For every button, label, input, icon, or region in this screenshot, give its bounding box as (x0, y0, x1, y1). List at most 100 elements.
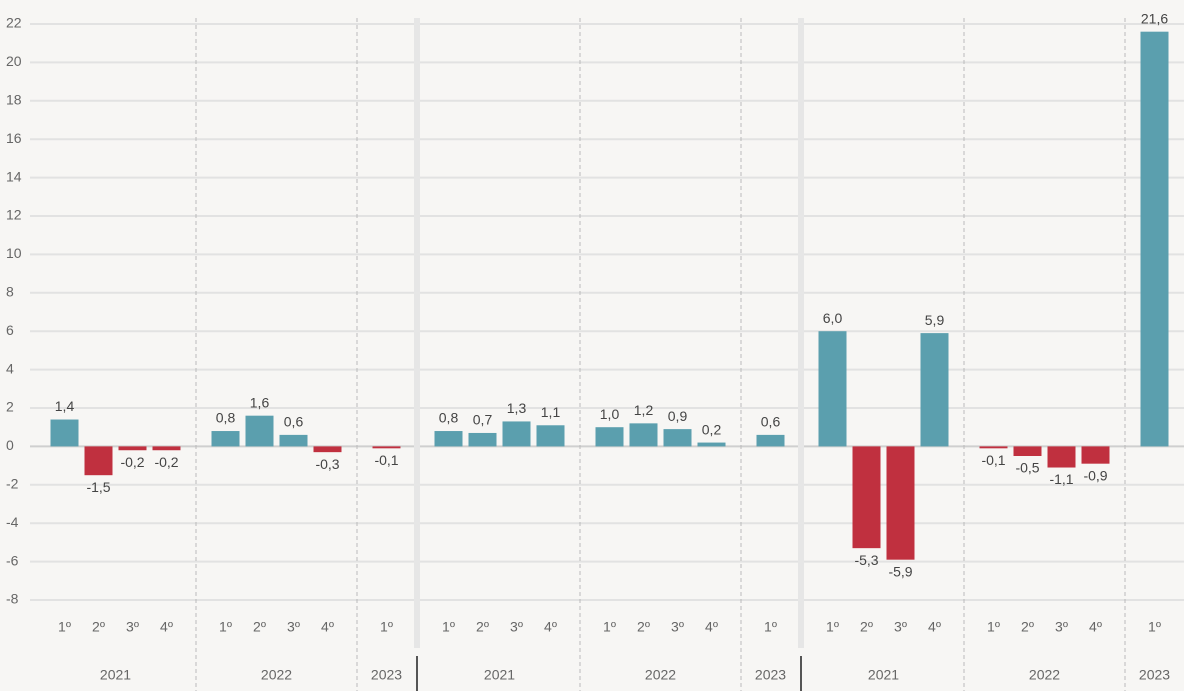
bar (536, 425, 565, 447)
y-tick-label: 18 (6, 92, 22, 108)
grid (30, 23, 1184, 601)
panel-separator (798, 18, 804, 648)
value-label: 0,8 (439, 410, 459, 426)
bar (152, 446, 181, 451)
y-tick-label: -4 (6, 514, 19, 530)
y-tick-label: 16 (6, 130, 22, 146)
bar (697, 442, 726, 447)
value-label: -5,9 (888, 563, 912, 579)
x-tick-label: 1º (219, 619, 232, 635)
bar (313, 446, 342, 453)
bar (468, 432, 497, 447)
bar (852, 446, 881, 549)
y-tick-label: 22 (6, 15, 22, 31)
value-label: 1,2 (634, 402, 654, 418)
x-tick-label: 4º (705, 619, 718, 635)
year-label: 2022 (1029, 667, 1060, 683)
value-label: 5,9 (925, 312, 945, 328)
year-label: 2023 (755, 667, 786, 683)
bar (920, 333, 949, 447)
x-tick-label: 1º (987, 619, 1000, 635)
bar (886, 446, 915, 560)
value-label: -1,5 (86, 479, 110, 495)
bar (211, 431, 240, 447)
x-tick-label: 4º (544, 619, 557, 635)
x-tick-label: 1º (603, 619, 616, 635)
value-label: -0,1 (374, 452, 398, 468)
value-label: 1,6 (250, 394, 270, 410)
bar (1047, 446, 1076, 468)
year-label: 2023 (1139, 667, 1170, 683)
y-tick-label: -8 (6, 591, 19, 607)
bar (245, 415, 274, 447)
bar (979, 446, 1008, 449)
value-label: 0,8 (216, 410, 236, 426)
value-label: 0,9 (668, 408, 688, 424)
value-label: -0,2 (154, 454, 178, 470)
x-tick-label: 3º (287, 619, 300, 635)
y-tick-label: -6 (6, 552, 19, 568)
bar (1140, 31, 1169, 447)
bar (1081, 446, 1110, 464)
bar (502, 421, 531, 447)
value-label: -0,3 (315, 456, 339, 472)
bar (663, 429, 692, 447)
x-tick-label: 2º (637, 619, 650, 635)
x-tick-label: 3º (894, 619, 907, 635)
x-tick-label: 4º (928, 619, 941, 635)
value-label: -0,2 (120, 454, 144, 470)
y-tick-label: -2 (6, 476, 19, 492)
x-tick-label: 1º (1148, 619, 1161, 635)
x-tick-label: 1º (764, 619, 777, 635)
y-tick-label: 0 (6, 437, 14, 453)
bar (372, 446, 401, 449)
x-tick-label: 2º (860, 619, 873, 635)
y-tick-label: 6 (6, 322, 14, 338)
y-tick-label: 2 (6, 399, 14, 415)
y-tick-label: 10 (6, 245, 22, 261)
value-label: 0,7 (473, 412, 493, 428)
bar (595, 427, 624, 447)
x-tick-label: 1º (826, 619, 839, 635)
value-label: 0,6 (761, 414, 781, 430)
x-tick-label: 1º (442, 619, 455, 635)
bar (756, 434, 785, 447)
year-label: 2021 (484, 667, 515, 683)
bar (1013, 446, 1042, 456)
year-label: 2021 (868, 667, 899, 683)
bar (118, 446, 147, 451)
value-label: -0,9 (1083, 467, 1107, 483)
value-label: 1,1 (541, 404, 561, 420)
value-label: -1,1 (1049, 471, 1073, 487)
value-label: 21,6 (1141, 10, 1168, 26)
x-tick-label: 2º (476, 619, 489, 635)
x-tick-label: 1º (58, 619, 71, 635)
x-tick-label: 3º (126, 619, 139, 635)
y-tick-label: 4 (6, 360, 14, 376)
x-tick-label: 3º (671, 619, 684, 635)
value-label: -5,3 (854, 552, 878, 568)
year-label: 2022 (645, 667, 676, 683)
bar (818, 331, 847, 447)
bar (434, 431, 463, 447)
value-label: 6,0 (823, 310, 843, 326)
year-label: 2021 (100, 667, 131, 683)
value-label: -0,1 (981, 452, 1005, 468)
x-tick-label: 2º (253, 619, 266, 635)
bar (279, 434, 308, 447)
value-label: 0,2 (702, 421, 722, 437)
y-tick-label: 20 (6, 53, 22, 69)
x-tick-label: 1º (380, 619, 393, 635)
year-label: 2023 (371, 667, 402, 683)
bar (629, 423, 658, 447)
value-label: 1,0 (600, 406, 620, 422)
x-tick-label: 4º (1089, 619, 1102, 635)
x-tick-label: 3º (1055, 619, 1068, 635)
panel-separator (414, 18, 420, 648)
value-label: 0,6 (284, 414, 304, 430)
x-tick-label: 3º (510, 619, 523, 635)
x-tick-label: 2º (92, 619, 105, 635)
y-tick-label: 12 (6, 207, 22, 223)
value-label: 1,3 (507, 400, 527, 416)
